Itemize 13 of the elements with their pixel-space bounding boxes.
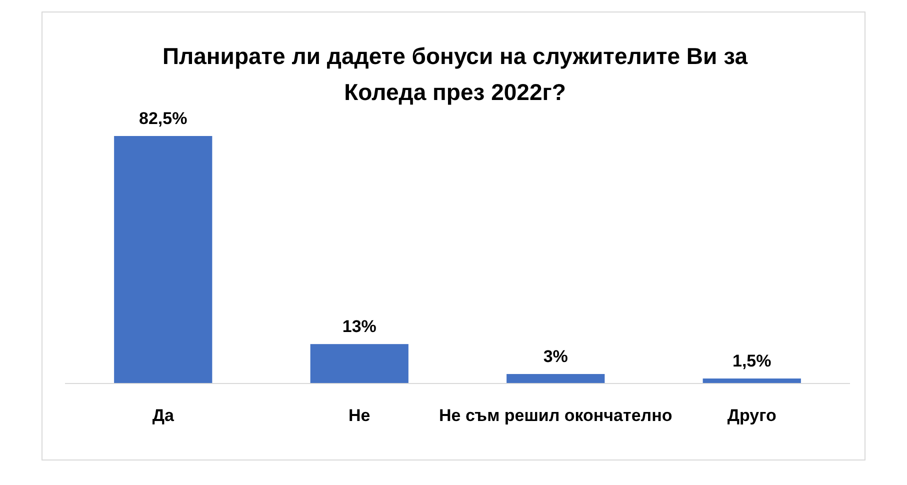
bar [114, 136, 212, 383]
x-tick-label: Не [348, 406, 370, 425]
data-label: 1,5% [732, 352, 772, 371]
data-label: 13% [342, 317, 376, 336]
bar [310, 344, 408, 383]
x-tick-label: Не съм решил окончателно [439, 406, 672, 425]
data-label: 3% [543, 347, 568, 366]
x-tick-label: Да [152, 406, 174, 425]
chart-title: Планирате ли дадете бонуси на служителите Ви за Коледа през 2022г? [162, 43, 748, 105]
x-tick-label: Друго [727, 406, 776, 425]
bar [506, 374, 605, 383]
data-label: 82,5% [139, 109, 188, 128]
bar [702, 378, 801, 383]
